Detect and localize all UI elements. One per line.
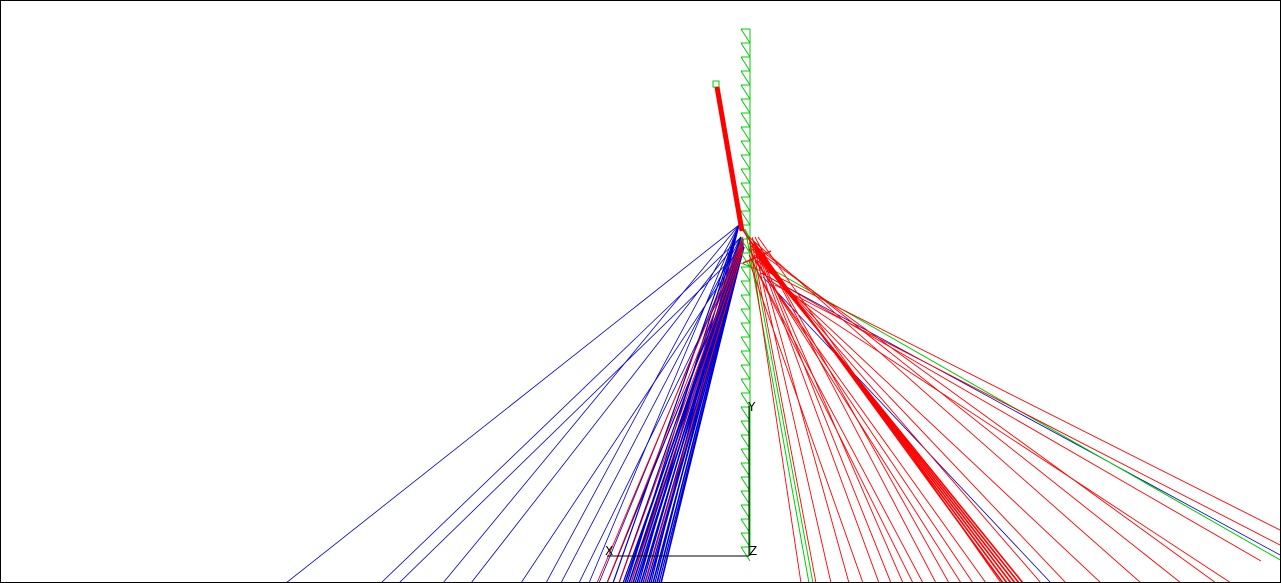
green-truss [740, 28, 751, 44]
green-truss [740, 154, 751, 170]
blue-cable [471, 236, 742, 582]
red-cable [765, 270, 1280, 531]
red-cable [751, 254, 973, 582]
blue-cable [561, 236, 742, 582]
red-hub-member [742, 250, 772, 264]
green-node-marker [712, 80, 720, 88]
green-truss [740, 210, 751, 226]
red-cable [757, 248, 904, 582]
red-cable [754, 242, 892, 582]
green-truss [740, 196, 751, 212]
green-member [745, 232, 810, 582]
red-cable [596, 236, 744, 582]
red-cable [748, 260, 864, 582]
green-truss [740, 126, 751, 142]
green-truss [740, 546, 751, 562]
red-cable [748, 236, 1141, 582]
red-hub-member [740, 226, 772, 274]
red-cable [751, 260, 923, 582]
green-truss [740, 140, 751, 156]
green-truss [740, 42, 751, 58]
green-truss [740, 378, 751, 394]
blue-cable [521, 246, 745, 582]
red-cable [748, 254, 914, 582]
green-member [749, 240, 814, 582]
green-truss [740, 364, 751, 380]
red-cable [748, 236, 802, 582]
green-truss [740, 294, 751, 310]
blue-cable [628, 239, 744, 582]
red-cable [757, 260, 1101, 582]
blue-cable [399, 246, 745, 582]
blue-cable [652, 245, 744, 582]
blue-cable [286, 224, 740, 582]
blue-cable [579, 246, 745, 582]
blue-cable [660, 247, 744, 582]
red-boom [714, 86, 745, 232]
blue-cable [612, 224, 740, 582]
red-cable [754, 254, 1066, 582]
blue-cable-group [286, 224, 1280, 582]
red-cable [770, 280, 1231, 582]
axis-x-label: X [605, 544, 613, 558]
blue-cable [443, 224, 740, 582]
red-cable [748, 248, 961, 582]
axis-y-label: Y [747, 400, 756, 414]
red-cable [644, 248, 744, 582]
green-truss [740, 168, 751, 184]
green-truss [740, 350, 751, 366]
red-cable [618, 242, 744, 582]
blue-cable [640, 242, 744, 582]
green-truss [740, 56, 751, 72]
blue-cable [618, 236, 742, 582]
green-truss [740, 112, 751, 128]
green-truss [740, 70, 751, 86]
red-cable-group [596, 226, 1280, 582]
green-truss [740, 84, 751, 100]
green-truss [740, 98, 751, 114]
red-cable [774, 284, 1280, 546]
axis-z-label: Z [749, 544, 757, 558]
green-truss [740, 252, 751, 268]
green-truss [740, 308, 751, 324]
green-truss [740, 336, 751, 352]
green-truss [740, 392, 751, 408]
green-truss [740, 182, 751, 198]
red-cable [757, 254, 850, 582]
axis-triad: Y X Z [605, 400, 757, 558]
blue-cable [588, 224, 740, 582]
green-truss [740, 322, 751, 338]
red-cable [606, 239, 744, 582]
blue-cable [762, 276, 1051, 582]
red-cable [757, 255, 1024, 582]
red-cable [754, 236, 936, 582]
red-cable [630, 245, 744, 582]
red-cable [751, 236, 880, 582]
green-truss [740, 266, 751, 282]
mast-group [714, 86, 745, 232]
blue-cable [760, 272, 1280, 556]
blue-cable [656, 246, 744, 582]
red-cable [751, 242, 817, 582]
red-cable [754, 260, 986, 582]
green-truss [740, 280, 751, 296]
red-cable [754, 248, 832, 582]
blue-cable [546, 224, 740, 582]
